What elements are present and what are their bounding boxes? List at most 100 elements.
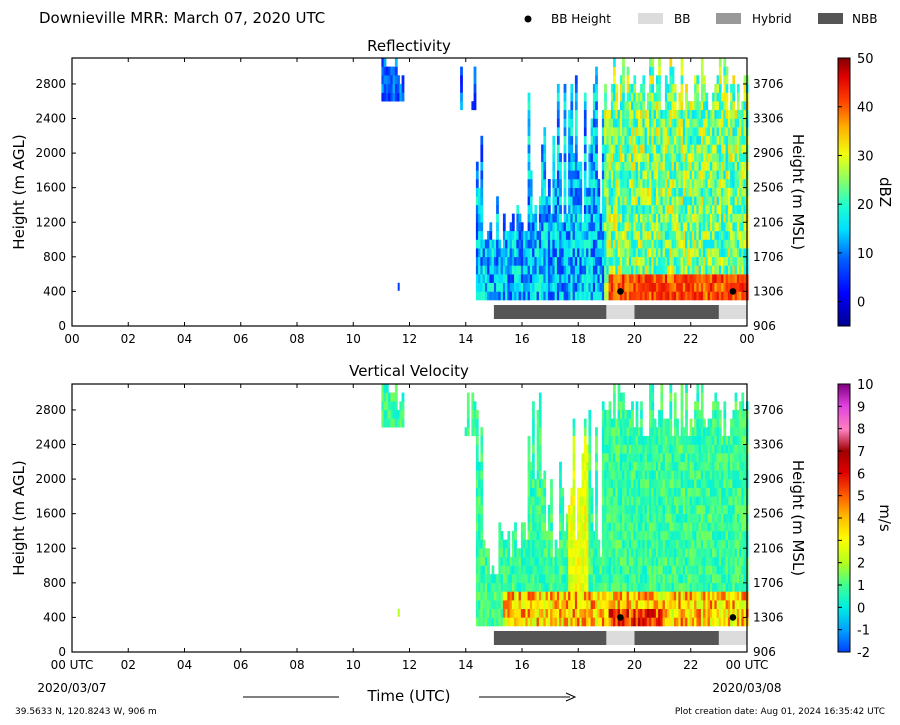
field-cell bbox=[498, 239, 502, 249]
field-cell bbox=[651, 213, 655, 223]
field-cell bbox=[655, 196, 659, 206]
field-cell bbox=[707, 617, 711, 627]
field-cell bbox=[680, 444, 684, 454]
field-cell bbox=[509, 565, 513, 575]
field-cell bbox=[478, 187, 481, 197]
field-cell bbox=[484, 274, 488, 283]
field-cell bbox=[613, 505, 616, 514]
field-cell bbox=[721, 239, 724, 249]
field-cell bbox=[741, 574, 745, 584]
field-cell bbox=[687, 101, 691, 111]
field-cell bbox=[718, 230, 722, 240]
field-cell bbox=[563, 608, 567, 618]
field-cell bbox=[509, 556, 513, 566]
field-cell bbox=[637, 470, 641, 480]
field-cell bbox=[716, 256, 720, 266]
field-cell bbox=[642, 479, 646, 488]
field-cell bbox=[635, 109, 639, 119]
field-cell bbox=[680, 392, 684, 402]
radar-field bbox=[381, 384, 749, 627]
field-cell bbox=[541, 187, 544, 197]
field-cell bbox=[482, 274, 486, 283]
field-cell bbox=[655, 144, 659, 154]
field-cell bbox=[543, 248, 547, 258]
field-cell bbox=[466, 392, 470, 402]
field-cell bbox=[597, 565, 601, 575]
field-cell bbox=[626, 548, 630, 558]
field-cell bbox=[640, 574, 643, 584]
field-cell bbox=[496, 574, 499, 584]
field-cell bbox=[734, 470, 738, 480]
field-cell bbox=[538, 461, 542, 471]
field-cell bbox=[527, 239, 531, 249]
field-cell bbox=[696, 461, 700, 471]
field-cell bbox=[572, 539, 576, 549]
field-cell bbox=[538, 444, 542, 454]
field-cell bbox=[658, 213, 661, 223]
field-cell bbox=[622, 222, 625, 232]
field-cell bbox=[644, 608, 648, 618]
field-cell bbox=[577, 600, 580, 609]
field-cell bbox=[689, 461, 693, 471]
field-cell bbox=[651, 401, 655, 411]
field-cell bbox=[703, 170, 706, 180]
field-cell bbox=[685, 582, 688, 592]
field-cell bbox=[712, 92, 715, 102]
field-cell bbox=[619, 444, 623, 454]
field-cell bbox=[664, 265, 668, 275]
field-cell bbox=[714, 505, 718, 514]
field-cell bbox=[588, 196, 592, 206]
field-cell bbox=[678, 282, 682, 292]
field-cell bbox=[538, 496, 542, 506]
field-cell bbox=[714, 574, 718, 584]
field-cell bbox=[475, 161, 479, 171]
field-cell bbox=[631, 161, 634, 171]
field-cell bbox=[509, 256, 513, 266]
field-cell bbox=[703, 153, 706, 162]
field-cell bbox=[691, 135, 695, 145]
field-cell bbox=[725, 205, 729, 214]
field-cell bbox=[736, 600, 740, 609]
field-cell bbox=[579, 556, 583, 566]
field-cell bbox=[707, 230, 711, 240]
field-cell bbox=[662, 205, 666, 214]
field-cell bbox=[514, 291, 517, 301]
field-cell bbox=[709, 479, 713, 488]
field-cell bbox=[615, 461, 619, 471]
field-cell bbox=[633, 205, 637, 214]
field-cell bbox=[534, 617, 538, 627]
field-cell bbox=[649, 75, 652, 85]
field-cell bbox=[579, 617, 583, 627]
field-cell bbox=[721, 109, 724, 119]
field-cell bbox=[734, 153, 738, 162]
field-cell bbox=[532, 239, 535, 249]
y2-tick-label: 2506 bbox=[753, 181, 784, 195]
field-cell bbox=[633, 461, 637, 471]
field-cell bbox=[534, 282, 538, 292]
field-cell bbox=[619, 118, 623, 128]
field-cell bbox=[730, 600, 733, 609]
field-cell bbox=[691, 248, 695, 258]
field-cell bbox=[626, 213, 630, 223]
field-cell bbox=[491, 282, 495, 292]
field-cell bbox=[399, 83, 403, 93]
field-cell bbox=[631, 109, 634, 119]
field-cell bbox=[705, 496, 709, 506]
field-cell bbox=[514, 248, 517, 258]
field-cell bbox=[552, 608, 556, 618]
field-cell bbox=[696, 248, 700, 258]
field-cell bbox=[721, 101, 724, 111]
field-cell bbox=[622, 101, 625, 111]
field-cell bbox=[617, 505, 621, 514]
field-cell bbox=[631, 496, 634, 506]
field-cell bbox=[653, 101, 657, 111]
field-cell bbox=[723, 222, 727, 232]
field-cell bbox=[529, 505, 533, 514]
field-cell bbox=[480, 582, 484, 592]
field-cell bbox=[718, 496, 722, 506]
field-cell bbox=[671, 187, 675, 197]
field-cell bbox=[732, 282, 736, 292]
field-cell bbox=[705, 274, 709, 283]
field-cell bbox=[568, 239, 571, 249]
field-cell bbox=[712, 608, 715, 618]
